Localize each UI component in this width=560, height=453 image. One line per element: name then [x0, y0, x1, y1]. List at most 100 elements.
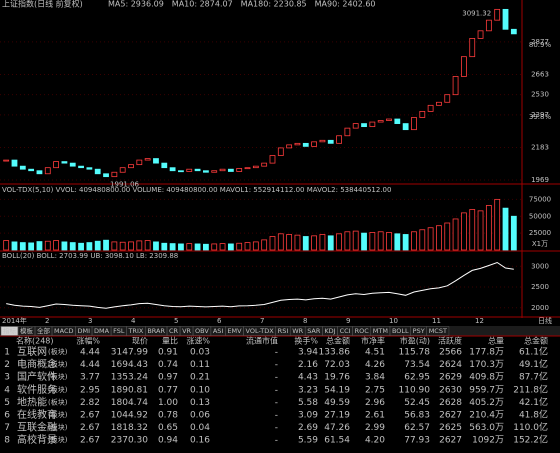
tab[interactable]: WR	[292, 327, 303, 335]
tab[interactable]: VOL-TDX	[246, 327, 275, 335]
candle	[261, 162, 268, 167]
y-tick-label: 2877	[531, 38, 549, 46]
candle	[61, 161, 68, 164]
candle	[277, 147, 284, 156]
date-label: 7	[260, 317, 264, 325]
table-cell: 2.69	[298, 423, 318, 433]
ma-indicator: MA10: 2874.07	[172, 0, 233, 9]
table-cell: 0.11	[190, 360, 210, 370]
table-cell: 5.58	[298, 398, 318, 408]
table-cell: 110.90	[399, 385, 431, 395]
tab[interactable]: OBV	[195, 327, 209, 335]
period-label: 日线	[538, 316, 552, 325]
volume-bar	[61, 241, 68, 251]
y-tick-label: 2183	[531, 143, 549, 151]
volume-bar	[510, 215, 517, 251]
ma-indicator: MA90: 2402.60	[315, 0, 376, 9]
candle	[269, 155, 276, 164]
tab[interactable]: 指标	[3, 326, 17, 335]
candle	[53, 161, 59, 169]
candle	[452, 76, 459, 96]
table-cell: 0.21	[190, 373, 210, 383]
date-label: 4	[131, 317, 136, 325]
tab[interactable]: MACD	[54, 327, 73, 335]
volume-bar	[227, 243, 234, 251]
table-cell: 115.78	[399, 348, 431, 358]
volume-bar	[19, 242, 26, 251]
table-cell: 61.1亿	[519, 346, 548, 358]
tab[interactable]: FSL	[113, 327, 125, 335]
candle	[203, 170, 209, 173]
table-cell: 1818.32	[111, 423, 148, 433]
tab[interactable]: 全部	[37, 326, 51, 335]
tab[interactable]: 模板	[20, 326, 34, 335]
tab[interactable]: KDJ	[324, 327, 335, 335]
volume-bar	[44, 240, 51, 251]
tab[interactable]: SAR	[307, 327, 321, 335]
table-cell: 0.77	[158, 385, 178, 395]
tab[interactable]: CR	[169, 327, 179, 335]
column-header: 市盈(动)	[400, 336, 430, 346]
tab[interactable]: TRIX	[127, 327, 143, 335]
table-cell: 4.43	[298, 373, 318, 383]
y-tick-label: 2530	[531, 91, 549, 99]
candle	[302, 142, 309, 147]
candle	[327, 139, 334, 144]
y-tick-label: 3000	[531, 262, 549, 270]
table-cell: 0.74	[158, 360, 178, 370]
tab[interactable]: BOLL	[392, 327, 409, 335]
table-cell: -	[275, 423, 278, 433]
table-cell: 3.77	[80, 373, 100, 383]
tab[interactable]: DMA	[94, 327, 110, 335]
tab[interactable]: BRAR	[147, 327, 165, 335]
tab[interactable]: MCST	[429, 327, 447, 335]
date-label: 5	[174, 317, 178, 325]
table-cell: 52.45	[404, 398, 430, 408]
tab[interactable]: ROC	[355, 327, 370, 335]
table-cell: 2.67	[80, 423, 100, 433]
table-cell: 0.91	[158, 348, 178, 358]
tab[interactable]: EMV	[227, 327, 242, 335]
volume-bar	[211, 243, 218, 251]
table-cell: 3.84	[365, 373, 385, 383]
date-label: 8	[303, 317, 307, 325]
table-cell: 405.2万	[469, 398, 504, 408]
tab[interactable]: CCI	[340, 327, 351, 335]
table-cell: 133.86	[319, 348, 351, 358]
table-cell: 2.67	[80, 411, 100, 421]
tab-frame[interactable]	[426, 326, 450, 336]
volume-bar	[144, 240, 151, 251]
candle	[427, 104, 434, 112]
tab[interactable]: RSI	[278, 327, 289, 335]
candle	[78, 165, 84, 169]
tab[interactable]: VR	[182, 327, 191, 335]
volume-bar	[236, 242, 243, 251]
table-cell: -	[275, 360, 278, 370]
table-cell: 0.16	[190, 436, 210, 446]
date-label: 10	[389, 317, 398, 325]
table-cell: (板块)	[48, 435, 68, 444]
volume-bar	[336, 233, 342, 251]
volume-bar	[194, 243, 201, 251]
table-cell: (板块)	[48, 397, 68, 406]
date-label: 2014年	[2, 316, 27, 325]
candle	[28, 168, 35, 172]
table-cell: 0.94	[158, 436, 178, 446]
pct-label: 80.9%	[529, 41, 552, 49]
table-cell: 49.1亿	[519, 358, 548, 370]
table-cell: 2.75	[365, 385, 385, 395]
candle	[461, 56, 467, 77]
volume-title: VOL-TDX(5,10) VVOL: 409480800.00 VOLUME:…	[2, 186, 391, 194]
table-cell: 210.4万	[469, 411, 504, 421]
tab[interactable]: ASI	[213, 327, 224, 335]
date-label: 11	[432, 317, 441, 325]
volume-bar	[28, 242, 35, 251]
volume-bar	[261, 239, 268, 251]
volume-bar	[136, 240, 143, 251]
candle	[419, 111, 426, 118]
column-header: 总金额	[326, 336, 350, 346]
ma-indicator: MA180: 2230.85	[241, 0, 307, 9]
tab[interactable]: PSY	[413, 327, 425, 335]
tab[interactable]: MTM	[373, 327, 388, 335]
tab[interactable]: DMI	[77, 327, 90, 335]
